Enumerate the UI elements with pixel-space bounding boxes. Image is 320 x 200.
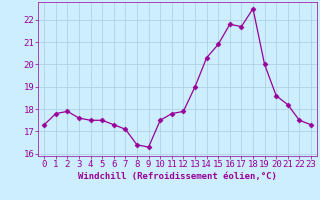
X-axis label: Windchill (Refroidissement éolien,°C): Windchill (Refroidissement éolien,°C) bbox=[78, 172, 277, 181]
